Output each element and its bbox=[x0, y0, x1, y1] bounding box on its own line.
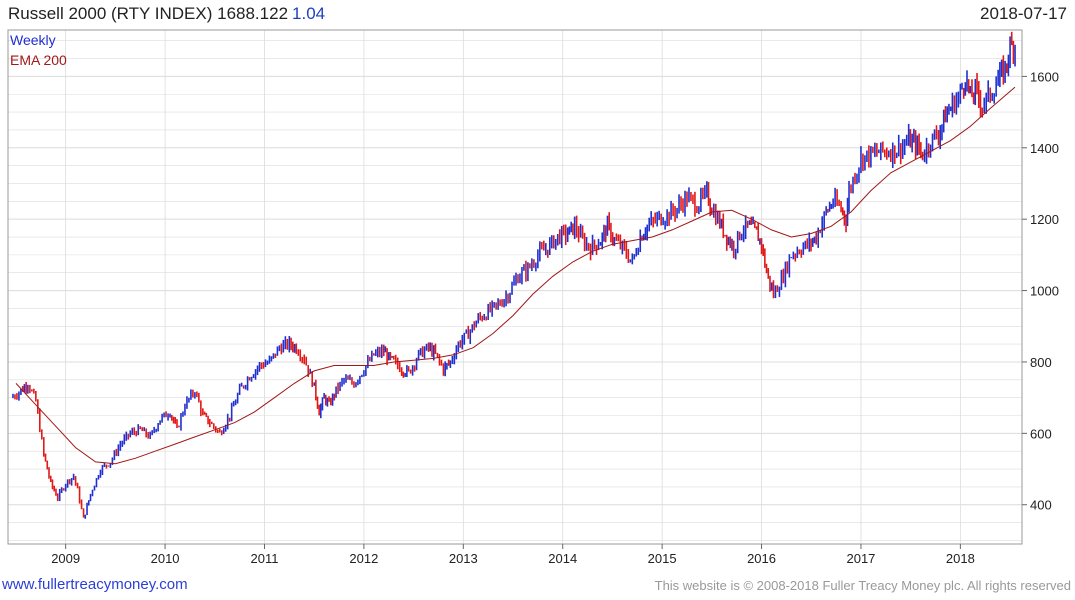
x-tick-label: 2014 bbox=[548, 551, 577, 566]
y-tick-label: 600 bbox=[1030, 426, 1052, 441]
y-tick-label: 1200 bbox=[1030, 212, 1059, 227]
y-axis: 400 600 800 1000 1200 1400 1600 bbox=[1022, 69, 1059, 513]
site-link[interactable]: www.fullertreacymoney.com bbox=[2, 576, 188, 593]
ema-200-line bbox=[15, 86, 1016, 465]
x-tick-label: 2015 bbox=[648, 551, 677, 566]
chart-title: Russell 2000 (RTY INDEX) 1688.122 1.04 bbox=[8, 4, 325, 24]
chart-date: 2018-07-17 bbox=[980, 4, 1067, 23]
legend-ema: EMA 200 bbox=[10, 52, 67, 68]
y-tick-label: 1400 bbox=[1030, 141, 1059, 156]
x-tick-label: 2011 bbox=[250, 551, 278, 566]
y-tick-label: 1600 bbox=[1030, 69, 1059, 84]
copyright-text: This website is © 2008-2018 Fuller Treac… bbox=[654, 578, 1071, 593]
y-tick-label: 1000 bbox=[1030, 284, 1059, 299]
x-tick-label: 2017 bbox=[846, 551, 875, 566]
x-tick-label: 2013 bbox=[449, 551, 478, 566]
weekly-bars bbox=[12, 31, 1016, 519]
x-tick-label: 2009 bbox=[51, 551, 80, 566]
x-tick-label: 2010 bbox=[151, 551, 180, 566]
x-axis: 2009 2010 2011 2012 2013 2014 2015 2016 2017 2018 bbox=[51, 544, 975, 566]
plot-frame bbox=[7, 29, 1023, 545]
x-tick-label: 2018 bbox=[946, 551, 975, 566]
x-tick-label: 2016 bbox=[747, 551, 776, 566]
change-value: 1.04 bbox=[292, 4, 326, 23]
y-tick-label: 800 bbox=[1030, 355, 1052, 370]
x-tick-label: 2012 bbox=[349, 551, 378, 566]
y-tick-label: 400 bbox=[1030, 498, 1052, 513]
ema-line bbox=[15, 86, 1016, 465]
grid-lines bbox=[8, 30, 1022, 544]
legend-weekly: Weekly bbox=[10, 32, 56, 48]
title-text: Russell 2000 (RTY INDEX) 1688.122 bbox=[8, 4, 289, 23]
